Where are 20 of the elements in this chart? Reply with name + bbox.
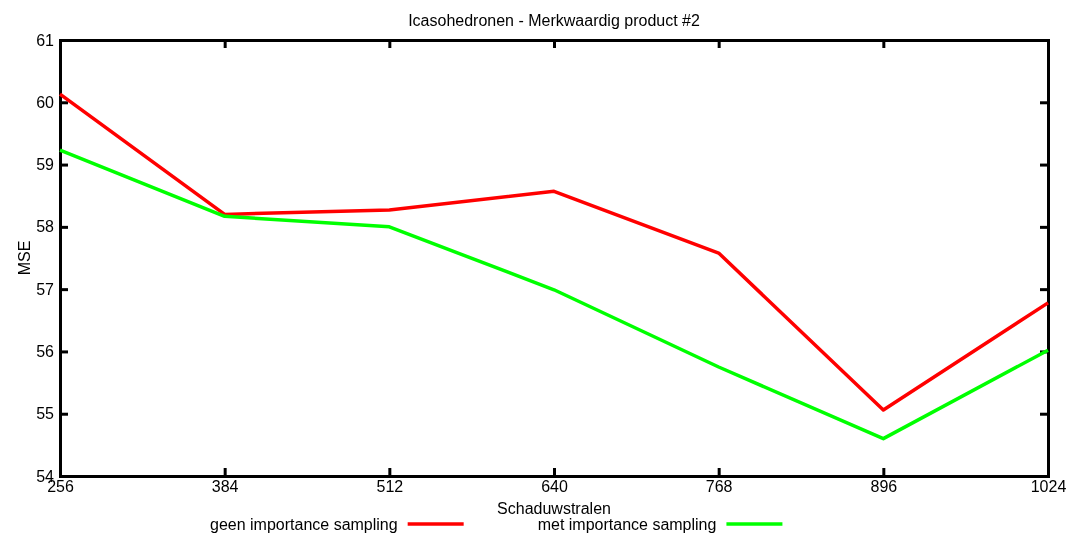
- y-tick-label: 58: [36, 218, 55, 236]
- x-tick-label: 768: [705, 478, 733, 495]
- y-tick-label: 56: [36, 343, 55, 361]
- line-series: [58, 148, 1050, 441]
- x-tick-label: 896: [870, 478, 898, 495]
- y-axis-title: MSE: [16, 240, 33, 276]
- y-tick-label: 61: [36, 31, 55, 49]
- y-tick-label: 60: [36, 93, 55, 111]
- y-tick-label: 59: [36, 156, 55, 174]
- x-tick-label: 1024: [1030, 478, 1067, 495]
- x-tick-label: 384: [211, 478, 239, 495]
- chart-title: Icasohedronen - Merkwaardig product #2: [408, 12, 700, 29]
- y-tick-label: 55: [36, 405, 55, 423]
- x-tick-label: 640: [541, 478, 568, 495]
- y-tick-label: 57: [36, 280, 55, 298]
- line-series: [58, 92, 1050, 412]
- x-axis-title: Schaduwstralen: [497, 500, 611, 517]
- legend-label: geen importance sampling: [210, 516, 398, 533]
- legend-label: met importance sampling: [537, 516, 717, 533]
- x-tick-label: 512: [376, 478, 404, 495]
